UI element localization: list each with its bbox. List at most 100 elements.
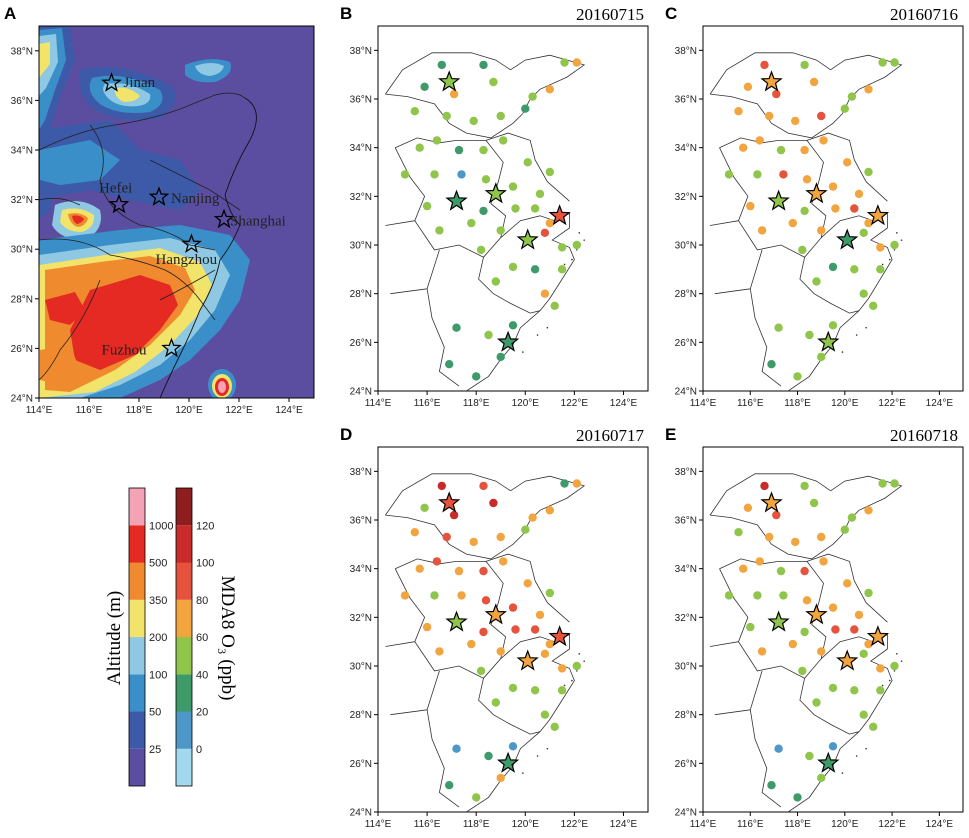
y-tick-label: 24°N (675, 808, 697, 819)
station-dot (788, 639, 797, 649)
panel-c-city-stars (760, 70, 890, 352)
station-dot (878, 479, 887, 488)
boundary-line (395, 132, 570, 202)
station-dot (530, 204, 540, 213)
station-dot (800, 60, 809, 70)
station-dot (415, 564, 424, 573)
y-tick-label: 38°N (675, 46, 697, 57)
station-dot (449, 510, 459, 520)
y-tick-label: 24°N (350, 387, 372, 398)
city-label-hangzhou: Hangzhou (156, 252, 218, 268)
station-dot (878, 58, 887, 67)
y-tick-label: 26°N (11, 344, 33, 355)
station-dot (817, 532, 826, 542)
o3-color-step (176, 488, 192, 526)
island-dot (576, 249, 578, 251)
altitude-tick-label: 50 (149, 707, 161, 719)
city-star-jinan (438, 491, 461, 513)
x-tick-label: 124°E (275, 405, 303, 416)
o3-colorbar: 0 20 40 60 80 100 120 (175, 487, 214, 787)
city-star-nanjing (484, 603, 507, 625)
y-tick-label: 32°N (675, 613, 697, 624)
station-dot (415, 143, 424, 152)
station-dot (508, 262, 518, 272)
y-tick-label: 26°N (350, 759, 372, 770)
panel-c-label: C (665, 4, 677, 23)
y-tick-label: 36°N (675, 95, 697, 106)
panel-c-o3-map: 114°E 116°E 118°E 120°E 122°E 124°E 24°N 26°N 28… (665, 4, 964, 409)
boundary-line (385, 641, 415, 647)
station-dot (430, 591, 439, 600)
station-dot (435, 226, 444, 235)
station-dot (469, 537, 478, 547)
island-dot (865, 326, 867, 329)
o3-tick-label: 120 (196, 520, 214, 532)
altitude-color-step (129, 525, 145, 563)
station-dot (432, 557, 442, 566)
station-dot (508, 742, 518, 751)
altitude-color-step (129, 488, 145, 526)
station-dot (540, 289, 550, 298)
station-dot (479, 206, 488, 216)
y-tick-label: 28°N (350, 710, 372, 721)
boundary-line (395, 553, 570, 623)
station-dot (496, 352, 505, 362)
station-dot (812, 698, 821, 707)
panel-d-date: 20160717 (576, 426, 645, 445)
station-dot (743, 82, 753, 92)
city-star-jinan (760, 70, 783, 92)
panel-c-date: 20160716 (890, 5, 958, 24)
city-star-nanjing (148, 186, 170, 206)
station-dot (802, 175, 812, 184)
station-dot (864, 506, 873, 515)
x-tick-label: 122°E (878, 819, 906, 830)
station-dot (481, 596, 491, 605)
panel-a-city-markers: Jinan Hefei Nanjing Shanghai Hangzhou Fuzhou (99, 72, 286, 358)
station-dot (760, 60, 769, 70)
station-dot (847, 92, 857, 101)
station-dot (467, 639, 476, 649)
boundary-line (749, 670, 782, 808)
altitude-tick-label: 100 (149, 669, 167, 681)
station-dot (469, 116, 478, 126)
station-dot (437, 60, 446, 70)
station-dot (828, 683, 838, 693)
y-tick-label: 32°N (350, 192, 372, 203)
boundary-line (390, 288, 428, 295)
x-tick-label: 122°E (561, 819, 589, 830)
city-star-hangzhou (836, 649, 859, 671)
station-dot (476, 666, 486, 676)
station-dot (484, 330, 493, 340)
island-dot (865, 747, 867, 750)
station-dot (530, 686, 540, 695)
o3-tick-label: 100 (196, 558, 214, 570)
panel-e-axes: 114°E 116°E 118°E 120°E 122°E 124°E 24°N 26°N 28… (675, 467, 954, 830)
station-dot (530, 265, 540, 274)
y-tick-label: 32°N (675, 192, 697, 203)
y-tick-label: 36°N (11, 96, 33, 107)
station-dot (757, 226, 767, 235)
station-dot (432, 136, 442, 145)
station-dot (869, 301, 878, 310)
station-dot (817, 111, 826, 121)
station-dot (734, 528, 743, 537)
island-dot (881, 263, 884, 266)
city-star-fuzhou (496, 751, 520, 773)
panel-b-date: 20160715 (576, 5, 644, 24)
station-dot (876, 686, 885, 695)
boundary-line (714, 288, 751, 295)
city-star-nanjing (484, 182, 507, 204)
panel-e-date: 20160718 (890, 426, 958, 445)
station-dot (757, 647, 767, 656)
y-tick-label: 38°N (350, 467, 372, 478)
island-dot (888, 258, 891, 261)
x-tick-label: 114°E (690, 398, 717, 409)
o3-color-step (176, 674, 192, 712)
station-dot (739, 564, 748, 573)
island-dot (578, 232, 581, 234)
station-dot (479, 481, 488, 491)
city-star-jinan (101, 72, 122, 92)
station-dot (511, 625, 520, 634)
island-dot (576, 670, 578, 672)
boundary-line (385, 473, 511, 516)
